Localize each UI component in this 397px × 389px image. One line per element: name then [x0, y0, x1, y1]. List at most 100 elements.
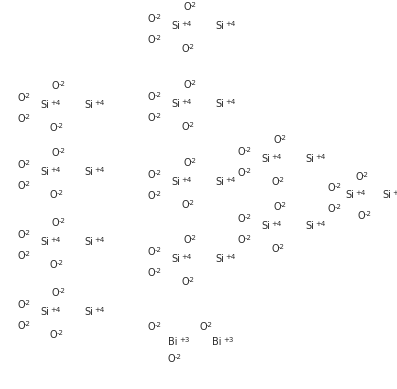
Text: O: O [148, 92, 156, 102]
Text: -2: -2 [365, 211, 372, 217]
Text: -2: -2 [190, 158, 197, 164]
Text: -2: -2 [24, 114, 31, 120]
Text: -2: -2 [188, 277, 195, 283]
Text: +4: +4 [94, 307, 104, 313]
Text: -2: -2 [24, 93, 31, 99]
Text: Si: Si [382, 190, 391, 200]
Text: -2: -2 [190, 80, 197, 86]
Text: -2: -2 [188, 44, 195, 50]
Text: Si: Si [171, 21, 180, 31]
Text: Si: Si [84, 237, 93, 247]
Text: -2: -2 [24, 230, 31, 236]
Text: O: O [181, 200, 189, 210]
Text: O: O [148, 322, 156, 332]
Text: -2: -2 [190, 2, 197, 8]
Text: +4: +4 [181, 254, 191, 260]
Text: O: O [50, 123, 58, 133]
Text: -2: -2 [24, 160, 31, 166]
Text: O: O [17, 160, 25, 170]
Text: -2: -2 [155, 170, 162, 176]
Text: Si: Si [84, 307, 93, 317]
Text: +4: +4 [225, 254, 235, 260]
Text: -2: -2 [24, 321, 31, 327]
Text: +3: +3 [179, 337, 189, 343]
Text: -2: -2 [188, 200, 195, 206]
Text: -2: -2 [155, 92, 162, 98]
Text: +4: +4 [225, 177, 235, 183]
Text: -2: -2 [280, 135, 287, 141]
Text: O: O [271, 244, 279, 254]
Text: +4: +4 [50, 237, 60, 243]
Text: Si: Si [40, 167, 49, 177]
Text: O: O [199, 322, 206, 332]
Text: O: O [328, 204, 335, 214]
Text: Si: Si [84, 167, 93, 177]
Text: O: O [183, 80, 191, 90]
Text: +4: +4 [315, 221, 325, 227]
Text: -2: -2 [245, 214, 252, 220]
Text: +4: +4 [181, 177, 191, 183]
Text: -2: -2 [155, 14, 162, 20]
Text: -2: -2 [59, 81, 66, 87]
Text: O: O [148, 247, 156, 257]
Text: Si: Si [40, 307, 49, 317]
Text: +4: +4 [94, 167, 104, 173]
Text: +4: +4 [225, 21, 235, 27]
Text: O: O [52, 218, 60, 228]
Text: -2: -2 [155, 191, 162, 197]
Text: -2: -2 [188, 122, 195, 128]
Text: O: O [238, 147, 246, 157]
Text: O: O [148, 113, 156, 123]
Text: -2: -2 [155, 268, 162, 274]
Text: O: O [355, 172, 362, 182]
Text: +4: +4 [315, 154, 325, 160]
Text: O: O [183, 235, 191, 245]
Text: -2: -2 [59, 218, 66, 224]
Text: +4: +4 [94, 100, 104, 106]
Text: -2: -2 [57, 260, 64, 266]
Text: +4: +4 [225, 99, 235, 105]
Text: Si: Si [215, 254, 224, 264]
Text: +4: +4 [181, 21, 191, 27]
Text: +4: +4 [181, 99, 191, 105]
Text: O: O [181, 122, 189, 132]
Text: +4: +4 [50, 100, 60, 106]
Text: -2: -2 [278, 244, 285, 250]
Text: Si: Si [171, 177, 180, 187]
Text: O: O [17, 251, 25, 261]
Text: +4: +4 [94, 237, 104, 243]
Text: Si: Si [40, 100, 49, 110]
Text: -2: -2 [335, 183, 342, 189]
Text: O: O [52, 288, 60, 298]
Text: -2: -2 [57, 190, 64, 196]
Text: -2: -2 [59, 288, 66, 294]
Text: O: O [238, 168, 246, 178]
Text: Bi: Bi [168, 337, 177, 347]
Text: O: O [148, 191, 156, 201]
Text: -2: -2 [245, 168, 252, 174]
Text: Si: Si [171, 99, 180, 109]
Text: Si: Si [215, 21, 224, 31]
Text: Si: Si [40, 237, 49, 247]
Text: Si: Si [261, 221, 270, 231]
Text: -2: -2 [245, 147, 252, 153]
Text: O: O [168, 354, 175, 364]
Text: O: O [181, 44, 189, 54]
Text: Si: Si [84, 100, 93, 110]
Text: Si: Si [215, 99, 224, 109]
Text: O: O [148, 14, 156, 24]
Text: +4: +4 [50, 167, 60, 173]
Text: O: O [17, 93, 25, 103]
Text: +4: +4 [271, 221, 281, 227]
Text: O: O [238, 235, 246, 245]
Text: O: O [148, 268, 156, 278]
Text: Si: Si [261, 154, 270, 164]
Text: +4: +4 [50, 307, 60, 313]
Text: O: O [50, 260, 58, 270]
Text: -2: -2 [206, 322, 213, 328]
Text: Si: Si [215, 177, 224, 187]
Text: O: O [52, 148, 60, 158]
Text: -2: -2 [155, 35, 162, 41]
Text: O: O [17, 230, 25, 240]
Text: Si: Si [305, 221, 314, 231]
